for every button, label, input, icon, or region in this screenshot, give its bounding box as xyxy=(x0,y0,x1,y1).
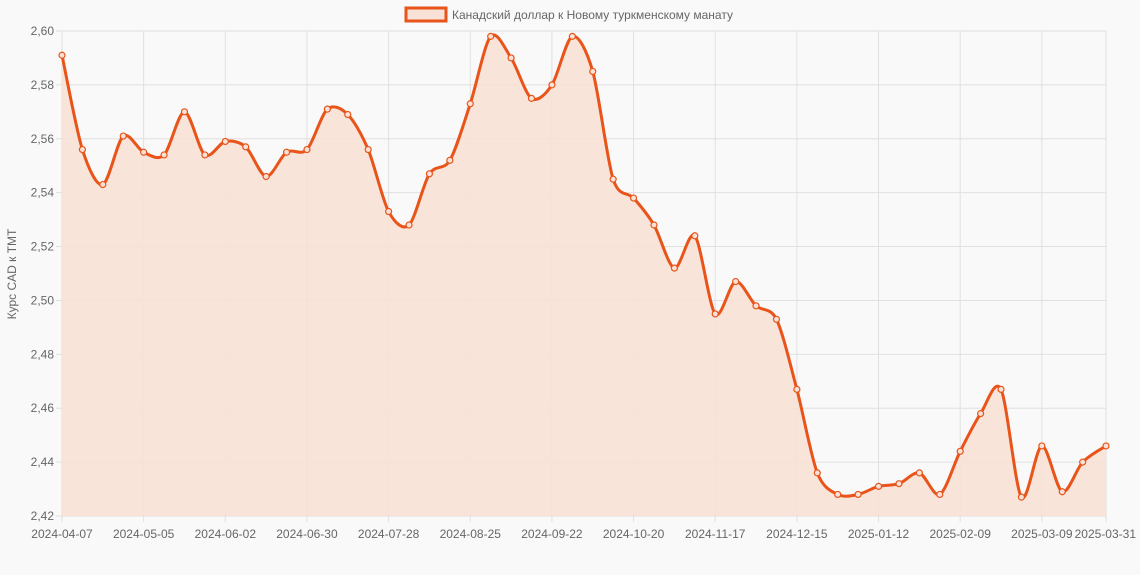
x-tick-label: 2024-06-30 xyxy=(276,527,338,541)
data-point[interactable] xyxy=(629,194,638,202)
data-point[interactable] xyxy=(466,100,474,108)
data-point[interactable] xyxy=(78,145,87,154)
data-point[interactable] xyxy=(405,221,413,229)
x-tick-label: 2025-02-09 xyxy=(929,527,991,541)
data-point[interactable] xyxy=(874,482,883,490)
data-point[interactable] xyxy=(180,108,189,116)
data-point[interactable] xyxy=(221,137,229,146)
y-tick-label: 2,52 xyxy=(31,240,55,254)
data-point[interactable] xyxy=(446,156,454,164)
data-point[interactable] xyxy=(58,51,66,59)
y-axis-label: Курс CAD к TMT xyxy=(5,228,19,319)
y-tick-label: 2,44 xyxy=(31,455,55,469)
x-axis-ticks: 2024-04-07 2024-05-05 2024-06-02 2024-06-30… xyxy=(31,527,1136,541)
legend-swatch[interactable] xyxy=(404,6,448,23)
data-point[interactable] xyxy=(507,54,515,62)
data-point[interactable] xyxy=(364,145,372,154)
data-point[interactable] xyxy=(711,310,719,318)
data-points xyxy=(58,32,1110,501)
x-tick-label: 2025-01-12 xyxy=(848,527,910,541)
data-point[interactable] xyxy=(691,232,699,240)
data-point[interactable] xyxy=(242,143,250,151)
data-point[interactable] xyxy=(936,490,944,499)
legend[interactable]: Канадский доллар к Новому туркменскому м… xyxy=(404,6,733,23)
data-point[interactable] xyxy=(956,447,964,455)
data-point[interactable] xyxy=(527,94,536,102)
data-point[interactable] xyxy=(997,385,1005,393)
data-point[interactable] xyxy=(772,315,781,323)
data-point[interactable] xyxy=(425,170,434,178)
y-tick-label: 2,54 xyxy=(31,186,55,200)
data-point[interactable] xyxy=(1079,458,1087,466)
data-point[interactable] xyxy=(323,105,331,113)
data-point[interactable] xyxy=(548,81,556,89)
data-point[interactable] xyxy=(385,207,393,216)
y-axis-ticks: 2,42 2,44 2,46 2,48 2,50 2,52 2,54 2,56 2,58 2,60 xyxy=(31,24,55,523)
data-point[interactable] xyxy=(670,264,679,272)
data-point[interactable] xyxy=(609,175,617,183)
data-point[interactable] xyxy=(650,221,658,229)
y-tick-label: 2,56 xyxy=(31,132,55,146)
data-point[interactable] xyxy=(1058,488,1066,496)
data-point[interactable] xyxy=(589,67,597,76)
data-point[interactable] xyxy=(732,277,740,286)
data-point[interactable] xyxy=(201,151,209,159)
data-point[interactable] xyxy=(140,148,148,156)
data-point[interactable] xyxy=(568,32,576,40)
data-point[interactable] xyxy=(1102,442,1110,450)
data-point[interactable] xyxy=(344,110,352,119)
data-point[interactable] xyxy=(977,410,985,418)
x-tick-label: 2024-06-02 xyxy=(195,527,257,541)
data-point[interactable] xyxy=(854,490,862,499)
data-point[interactable] xyxy=(262,172,270,181)
data-point[interactable] xyxy=(752,302,760,310)
y-tick-label: 2,48 xyxy=(31,347,55,361)
data-point[interactable] xyxy=(793,385,801,393)
y-tick-label: 2,60 xyxy=(31,24,55,38)
data-point[interactable] xyxy=(1038,442,1046,450)
x-tick-label: 2024-08-25 xyxy=(440,527,502,541)
y-tick-label: 2,42 xyxy=(31,509,55,523)
y-tick-label: 2,46 xyxy=(31,401,55,415)
data-point[interactable] xyxy=(834,490,842,499)
x-tick-label: 2025-03-09 xyxy=(1011,527,1073,541)
x-tick-label: 2024-10-20 xyxy=(603,527,665,541)
series-area xyxy=(62,34,1106,517)
y-tick-label: 2,50 xyxy=(31,293,55,307)
legend-label[interactable]: Канадский доллар к Новому туркменскому м… xyxy=(452,8,733,22)
x-tick-label: 2025-03-31 xyxy=(1075,527,1137,541)
x-tick-label: 2024-04-07 xyxy=(31,527,93,541)
data-point[interactable] xyxy=(915,469,923,477)
x-tick-label: 2024-05-05 xyxy=(113,527,175,541)
data-point[interactable] xyxy=(303,145,311,154)
x-tick-label: 2024-07-28 xyxy=(358,527,420,541)
data-point[interactable] xyxy=(282,148,291,156)
data-point[interactable] xyxy=(813,469,821,477)
data-point[interactable] xyxy=(119,132,127,140)
x-tick-label: 2024-11-17 xyxy=(685,527,746,541)
data-point[interactable] xyxy=(895,480,903,488)
x-tick-label: 2024-09-22 xyxy=(521,527,583,541)
data-point[interactable] xyxy=(160,151,168,159)
data-point[interactable] xyxy=(1017,493,1026,501)
data-point[interactable] xyxy=(99,180,107,189)
x-tick-label: 2024-12-15 xyxy=(766,527,828,541)
y-tick-label: 2,58 xyxy=(31,78,55,92)
data-point[interactable] xyxy=(487,32,495,40)
area-layer xyxy=(62,34,1106,517)
